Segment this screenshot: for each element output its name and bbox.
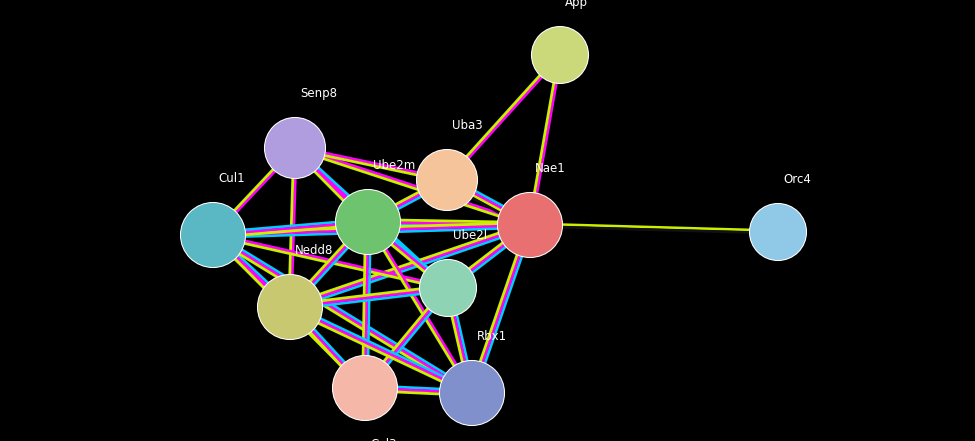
Text: App: App [565,0,588,9]
Text: Cul1: Cul1 [218,172,245,185]
Text: Uba3: Uba3 [452,119,483,132]
Circle shape [333,356,397,420]
Circle shape [181,203,245,267]
Circle shape [336,190,400,254]
Circle shape [440,361,504,425]
Circle shape [265,118,325,178]
Text: Orc4: Orc4 [783,173,811,186]
Text: Senp8: Senp8 [300,87,337,100]
Text: Rbx1: Rbx1 [477,330,507,343]
Circle shape [420,260,476,316]
Circle shape [498,193,562,257]
Circle shape [532,27,588,83]
Text: Cul3: Cul3 [370,438,397,441]
Text: Nedd8: Nedd8 [295,244,333,257]
Text: Ube2m: Ube2m [373,159,415,172]
Text: Ube2l: Ube2l [453,229,488,242]
Circle shape [417,150,477,210]
Circle shape [258,275,322,339]
Text: Nae1: Nae1 [535,162,566,175]
Circle shape [750,204,806,260]
